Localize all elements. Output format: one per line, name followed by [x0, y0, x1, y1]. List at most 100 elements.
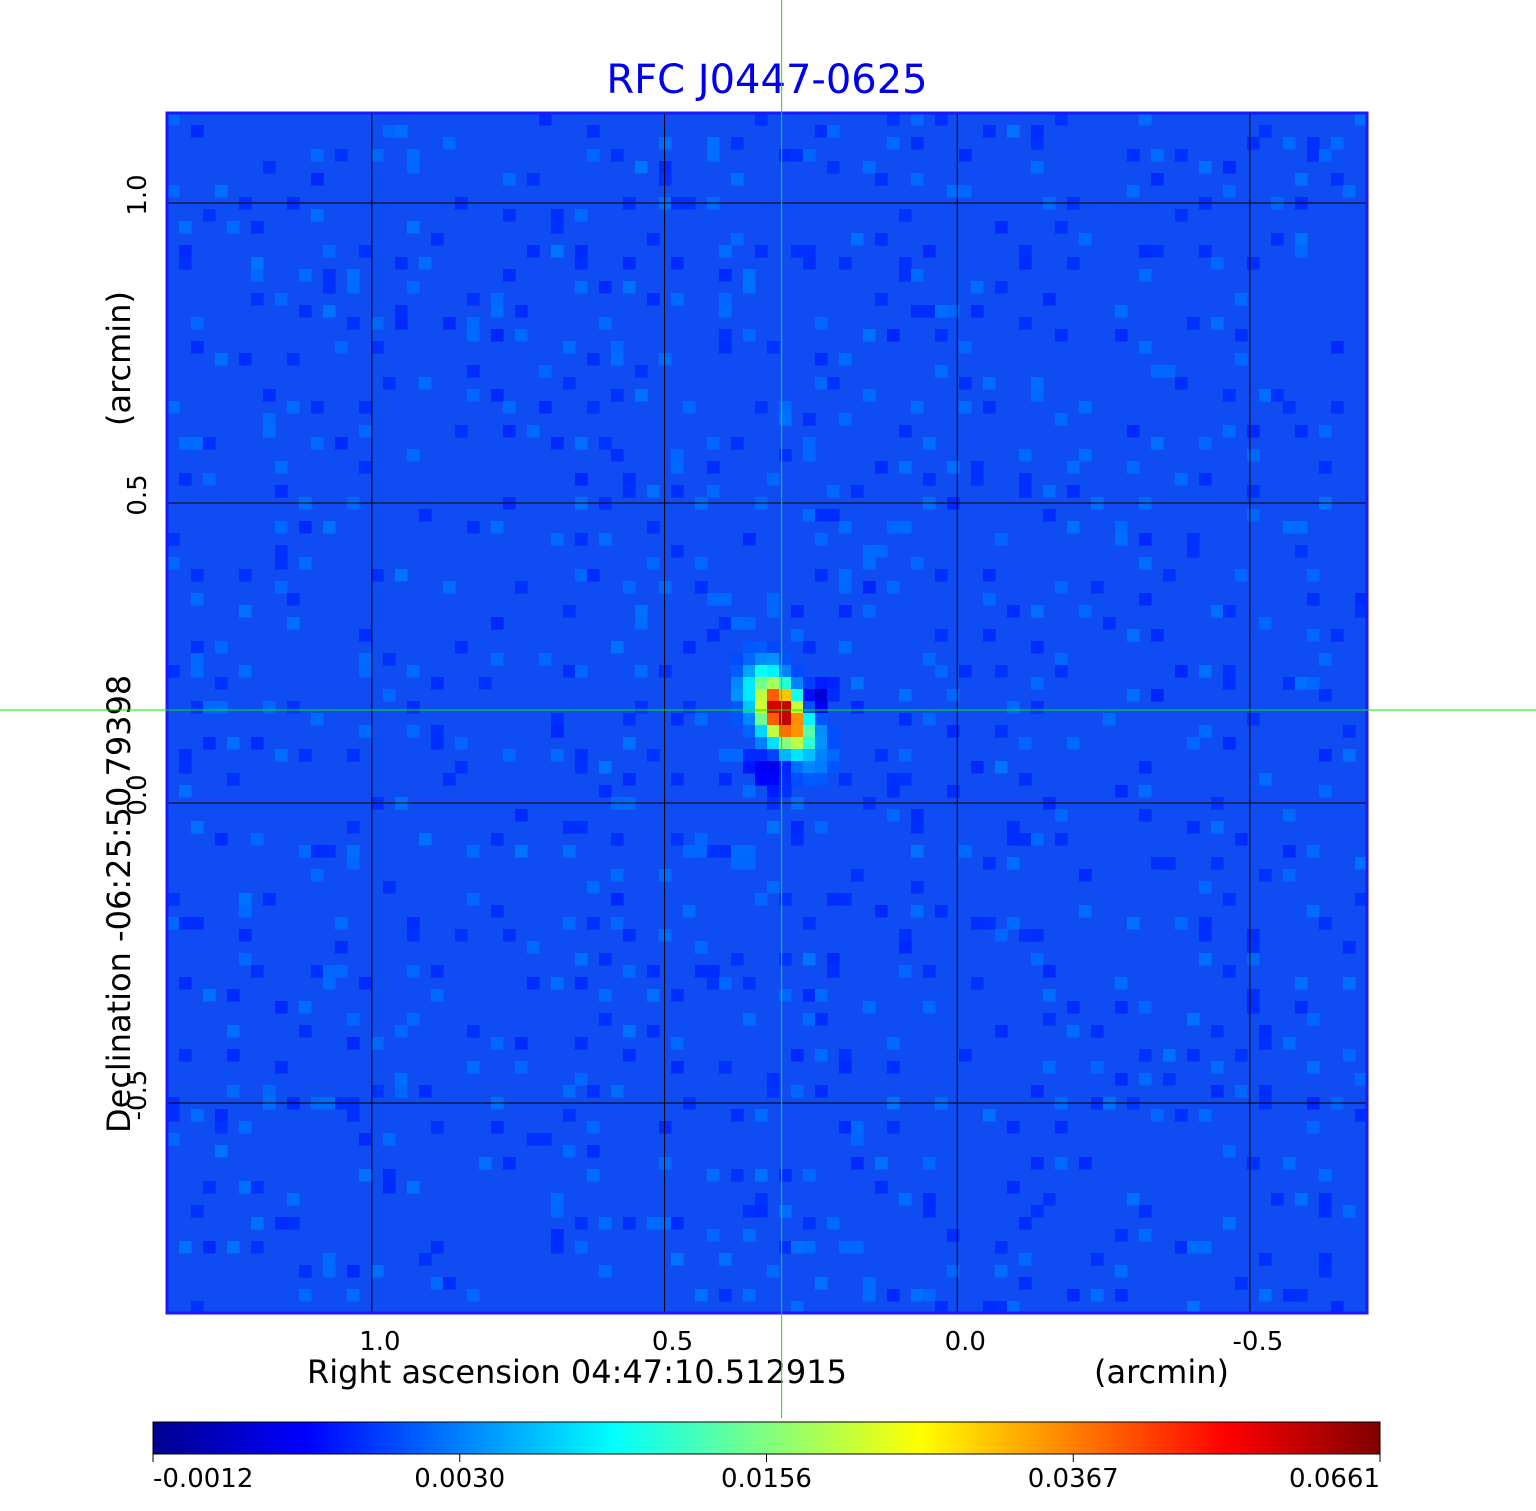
image-pixel	[215, 353, 228, 366]
image-pixel	[635, 617, 648, 630]
image-pixel	[1031, 1157, 1044, 1170]
image-pixel	[575, 1241, 588, 1254]
x-tick-label: 1.0	[359, 1327, 400, 1357]
image-pixel	[995, 1265, 1008, 1278]
image-pixel	[1319, 689, 1332, 702]
image-pixel	[1139, 1229, 1152, 1242]
image-pixel	[491, 293, 504, 306]
image-pixel	[791, 725, 804, 738]
image-pixel	[779, 953, 792, 966]
image-pixel	[659, 1157, 672, 1170]
image-pixel	[1199, 929, 1212, 942]
image-pixel	[395, 125, 408, 138]
image-pixel	[227, 1025, 240, 1038]
image-pixel	[767, 341, 780, 354]
image-pixel	[743, 701, 756, 714]
image-pixel	[575, 533, 588, 546]
image-pixel	[275, 1061, 288, 1074]
image-pixel	[1199, 665, 1212, 678]
image-pixel	[911, 137, 924, 150]
image-pixel	[1079, 449, 1092, 462]
image-pixel	[599, 533, 612, 546]
image-pixel	[203, 989, 216, 1002]
image-pixel	[731, 233, 744, 246]
image-pixel	[635, 365, 648, 378]
image-pixel	[731, 713, 744, 726]
image-pixel	[527, 941, 540, 954]
image-pixel	[419, 257, 432, 270]
image-pixel	[623, 1217, 636, 1230]
image-pixel	[1103, 713, 1116, 726]
image-pixel	[1115, 521, 1128, 534]
image-pixel	[947, 185, 960, 198]
image-pixel	[539, 401, 552, 414]
image-pixel	[383, 377, 396, 390]
image-pixel	[1319, 1253, 1332, 1266]
image-pixel	[731, 701, 744, 714]
image-pixel	[791, 1241, 804, 1254]
image-pixel	[587, 881, 600, 894]
image-pixel	[1019, 1217, 1032, 1230]
image-pixel	[347, 1013, 360, 1026]
x-tick-label: 0.5	[652, 1327, 693, 1357]
image-pixel	[623, 1049, 636, 1062]
image-pixel	[959, 377, 972, 390]
image-pixel	[947, 725, 960, 738]
image-pixel	[1139, 245, 1152, 258]
image-pixel	[767, 677, 780, 690]
image-pixel	[959, 665, 972, 678]
image-pixel	[167, 1109, 180, 1122]
image-pixel	[215, 1121, 228, 1134]
image-pixel	[1319, 749, 1332, 762]
image-pixel	[743, 713, 756, 726]
image-pixel	[407, 929, 420, 942]
image-pixel	[1175, 1109, 1188, 1122]
image-pixel	[911, 881, 924, 894]
image-pixel	[671, 773, 684, 786]
image-pixel	[851, 677, 864, 690]
image-pixel	[1151, 629, 1164, 642]
image-pixel	[623, 257, 636, 270]
image-pixel	[791, 629, 804, 642]
image-pixel	[839, 1241, 852, 1254]
image-pixel	[1283, 1157, 1296, 1170]
image-pixel	[323, 1253, 336, 1266]
image-pixel	[851, 1157, 864, 1170]
image-pixel	[767, 749, 780, 762]
image-pixel	[743, 641, 756, 654]
image-pixel	[839, 1061, 852, 1074]
image-pixel	[827, 953, 840, 966]
image-pixel	[1079, 401, 1092, 414]
image-pixel	[1091, 1025, 1104, 1038]
image-pixel	[887, 773, 900, 786]
image-pixel	[1223, 605, 1236, 618]
image-pixel	[671, 485, 684, 498]
image-pixel	[215, 185, 228, 198]
image-pixel	[239, 353, 252, 366]
image-pixel	[1031, 641, 1044, 654]
image-pixel	[1307, 629, 1320, 642]
image-pixel	[743, 1205, 756, 1218]
image-pixel	[551, 245, 564, 258]
image-pixel	[1091, 1289, 1104, 1302]
image-pixel	[539, 113, 552, 126]
image-pixel	[743, 689, 756, 702]
image-pixel	[347, 857, 360, 870]
image-pixel	[755, 761, 768, 774]
image-pixel	[299, 1001, 312, 1014]
image-pixel	[815, 701, 828, 714]
image-pixel	[1139, 1073, 1152, 1086]
image-pixel	[1247, 989, 1260, 1002]
image-pixel	[1091, 581, 1104, 594]
image-pixel	[191, 569, 204, 582]
image-pixel	[803, 149, 816, 162]
image-pixel	[563, 917, 576, 930]
image-pixel	[1247, 137, 1260, 150]
image-pixel	[1355, 1073, 1367, 1086]
image-pixel	[1223, 1217, 1236, 1230]
image-pixel	[719, 1253, 732, 1266]
image-pixel	[1031, 701, 1044, 714]
image-pixel	[947, 1265, 960, 1278]
image-pixel	[599, 989, 612, 1002]
image-pixel	[203, 473, 216, 486]
